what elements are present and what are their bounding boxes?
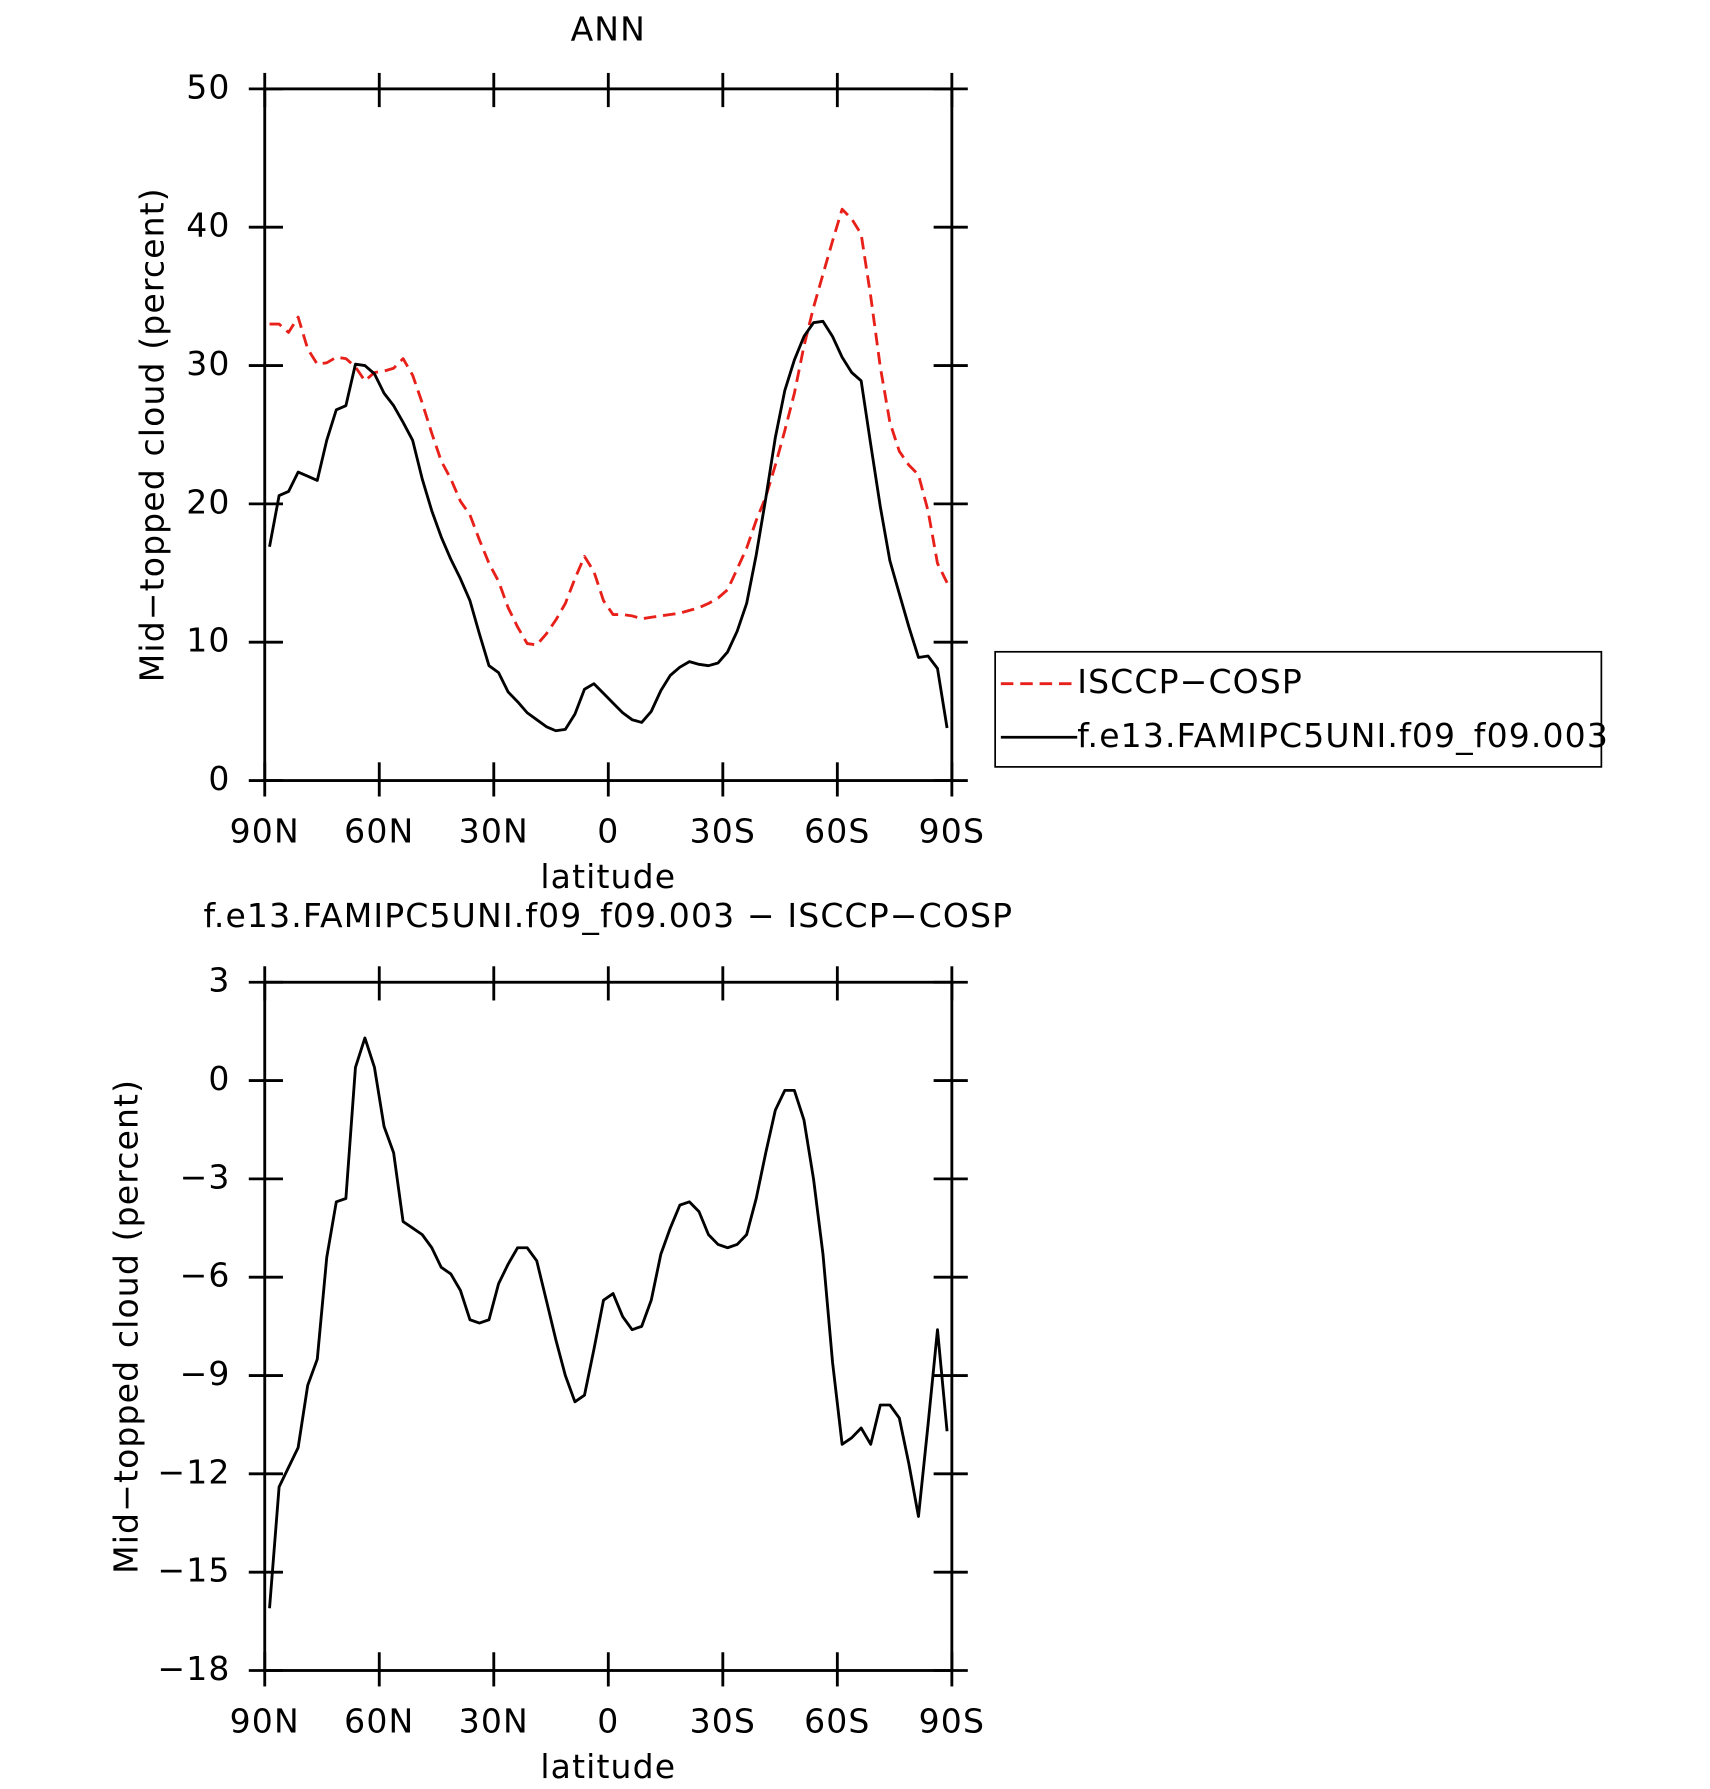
x-tick-label: 60N bbox=[344, 1701, 414, 1740]
series-line bbox=[268, 319, 949, 733]
y-tick-label: 3 bbox=[208, 961, 230, 1000]
x-tick-label: 60S bbox=[804, 1701, 870, 1740]
y-tick-label: 20 bbox=[186, 482, 230, 521]
x-tick-label: 30S bbox=[690, 1701, 756, 1740]
y-tick-label: 0 bbox=[208, 759, 230, 798]
y-tick-label: 10 bbox=[186, 621, 230, 660]
y-tick-label: 50 bbox=[186, 67, 230, 106]
x-tick-label: 90N bbox=[230, 811, 300, 850]
plot-frame bbox=[263, 87, 954, 782]
y-tick-label: −3 bbox=[180, 1157, 231, 1196]
series-line bbox=[269, 207, 949, 647]
x-tick-label: 90S bbox=[919, 1701, 985, 1740]
y-tick-label: −15 bbox=[157, 1551, 230, 1590]
x-axis-label: latitude bbox=[540, 1747, 676, 1786]
chart-title: f.e13.FAMIPC5UNI.f09_f09.003 − ISCCP−COS… bbox=[203, 896, 1013, 935]
x-tick-label: 60N bbox=[344, 811, 414, 850]
y-tick-label: −9 bbox=[180, 1354, 231, 1393]
chart-title: ANN bbox=[571, 9, 646, 48]
x-tick-label: 60S bbox=[804, 811, 870, 850]
x-tick-label: 90N bbox=[230, 1701, 300, 1740]
legend-box bbox=[994, 650, 1603, 768]
y-tick-label: 0 bbox=[208, 1059, 230, 1098]
plot-frame bbox=[263, 980, 954, 1672]
y-axis-label: Mid−topped cloud (percent) bbox=[133, 187, 172, 682]
x-tick-label: 90S bbox=[919, 811, 985, 850]
x-tick-label: 30N bbox=[459, 811, 529, 850]
y-tick-label: −12 bbox=[157, 1452, 230, 1491]
y-axis-label: Mid−topped cloud (percent) bbox=[107, 1079, 146, 1574]
series-line bbox=[268, 1036, 949, 1609]
y-tick-label: 40 bbox=[186, 206, 230, 245]
x-tick-label: 30S bbox=[690, 811, 756, 850]
legend-label: f.e13.FAMIPC5UNI.f09_f09.003 bbox=[1077, 716, 1609, 755]
x-tick-label: 0 bbox=[597, 811, 619, 850]
x-tick-label: 30N bbox=[459, 1701, 529, 1740]
y-tick-label: −18 bbox=[157, 1649, 230, 1688]
x-axis-label: latitude bbox=[540, 857, 676, 896]
y-tick-label: −6 bbox=[180, 1256, 231, 1295]
y-tick-label: 30 bbox=[186, 344, 230, 383]
legend-label: ISCCP−COSP bbox=[1077, 662, 1303, 701]
x-tick-label: 0 bbox=[597, 1701, 619, 1740]
